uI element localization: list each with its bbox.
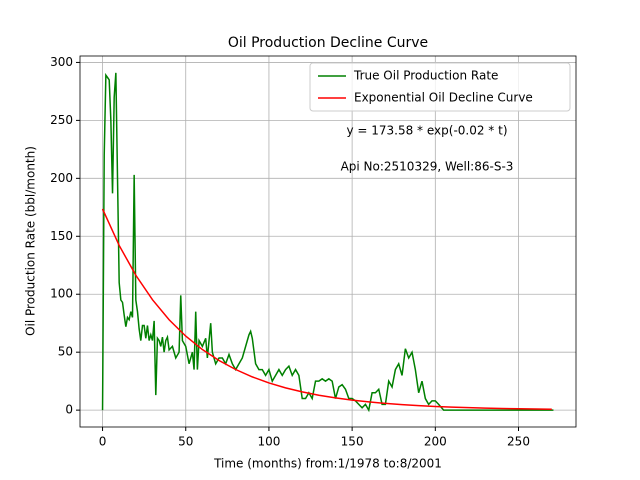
x-axis-label: Time (months) from:1/1978 to:8/2001	[213, 457, 442, 471]
y-tick-label: 250	[50, 113, 73, 127]
legend-label: Exponential Oil Decline Curve	[354, 91, 533, 105]
series-line	[101, 208, 552, 410]
y-tick-label: 100	[50, 287, 73, 301]
y-tick-label: 50	[58, 345, 73, 359]
y-tick-label: 300	[50, 55, 73, 69]
x-tick-label: 150	[341, 435, 364, 449]
chart-title: Oil Production Decline Curve	[228, 35, 428, 51]
y-tick-label: 0	[65, 403, 73, 417]
legend-box	[309, 62, 571, 112]
legend-label: True Oil Production Rate	[353, 69, 498, 83]
y-tick-label: 150	[50, 229, 73, 243]
x-tick-label: 100	[257, 435, 280, 449]
x-tick-label: 50	[178, 435, 193, 449]
x-tick-label: 0	[99, 435, 107, 449]
y-tick-label: 200	[50, 171, 73, 185]
y-axis-label: Oil Production Rate (bbl/month)	[24, 146, 38, 336]
plot-frame	[79, 55, 577, 428]
annotation: y = 173.58 * exp(-0.02 * t)	[346, 124, 507, 138]
annotation: Api No:2510329, Well:86-S-3	[341, 160, 514, 174]
x-tick-label: 250	[507, 435, 530, 449]
series-line	[101, 72, 554, 413]
x-tick-label: 200	[424, 435, 447, 449]
